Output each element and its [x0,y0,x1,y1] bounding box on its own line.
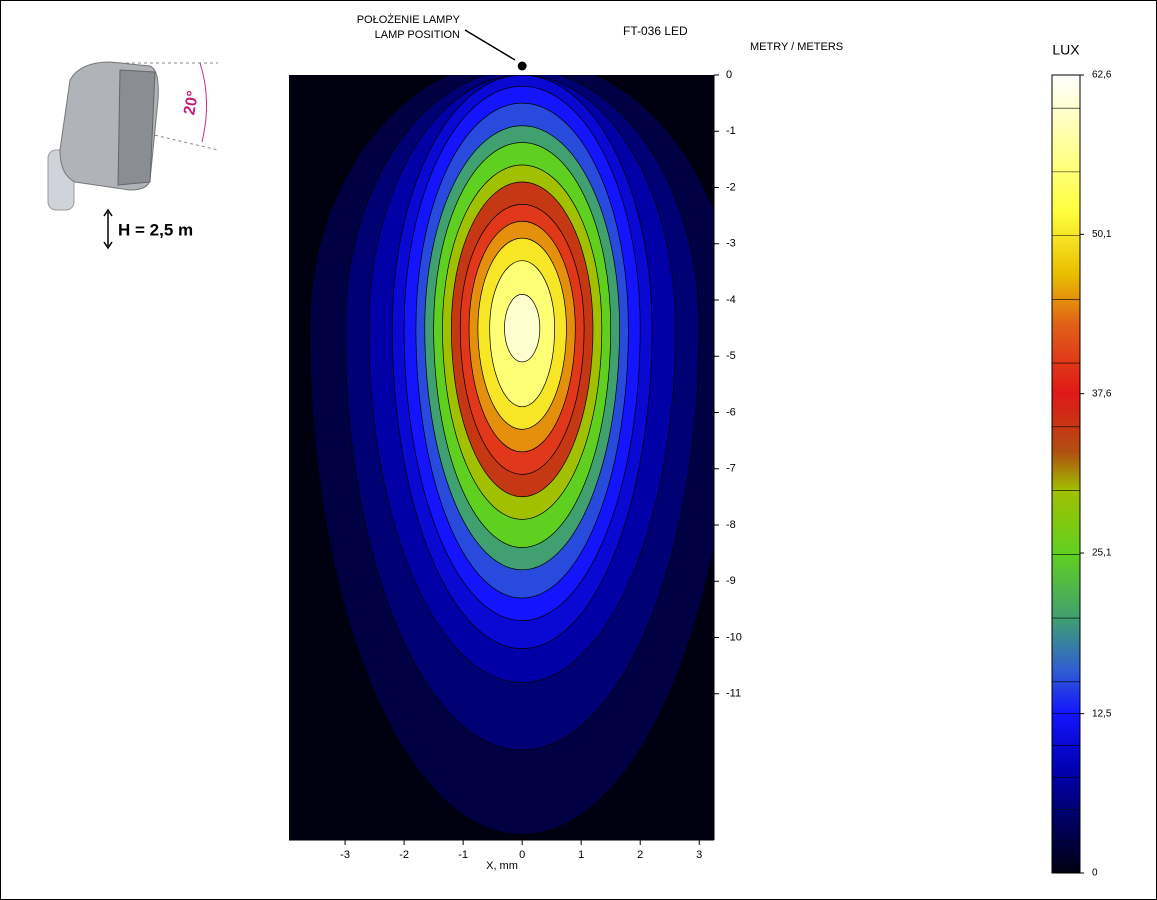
colorbar-tick-label: 0 [1092,868,1098,879]
y-tick-label: -5 [726,350,736,362]
colorbar-tick-label: 37,6 [1092,388,1112,399]
unit-label: METRY / METERS [750,41,843,53]
isolux-contour [504,294,541,363]
x-tick-label: 1 [578,849,584,861]
x-tick-label: 2 [637,849,643,861]
lamp-icon [47,61,219,250]
x-tick-label: 3 [696,849,702,861]
height-label: H = 2,5 m [118,220,193,239]
lamp-label: LAMP POSITION [375,29,460,41]
y-tick-label: -7 [726,463,736,475]
plot-area [289,75,714,840]
y-tick-label: -11 [726,688,741,700]
lamp-label: POŁOŻENIE LAMPY [357,13,461,26]
y-tick-label: -3 [726,238,736,250]
colorbar-title: LUX [1052,42,1080,58]
y-tick-label: 0 [726,69,732,81]
x-tick-label: -1 [458,849,468,861]
x-tick-label: 0 [519,849,525,861]
lamp-arrow [464,29,516,61]
x-axis-label: X, mm [486,860,518,872]
y-tick-label: -10 [726,631,742,643]
y-tick-label: -8 [726,519,736,531]
colorbar-tick-label: 50,1 [1092,229,1112,240]
angle-label: 20° [181,90,202,117]
colorbar-tick-label: 25,1 [1092,548,1112,559]
x-tick-label: -2 [399,849,409,861]
y-tick-label: -2 [726,181,736,193]
y-tick-label: -4 [726,294,736,306]
y-tick-label: -6 [726,406,736,418]
y-tick-label: -9 [726,575,736,587]
colorbar [1051,74,1081,874]
y-tick-label: -1 [726,125,736,137]
lamp-marker [517,61,527,71]
colorbar-tick-label: 62,6 [1092,70,1112,81]
colorbar-tick-label: 12,5 [1092,708,1112,719]
chart-title: FT-036 LED [623,24,688,38]
x-tick-label: -3 [340,849,350,861]
